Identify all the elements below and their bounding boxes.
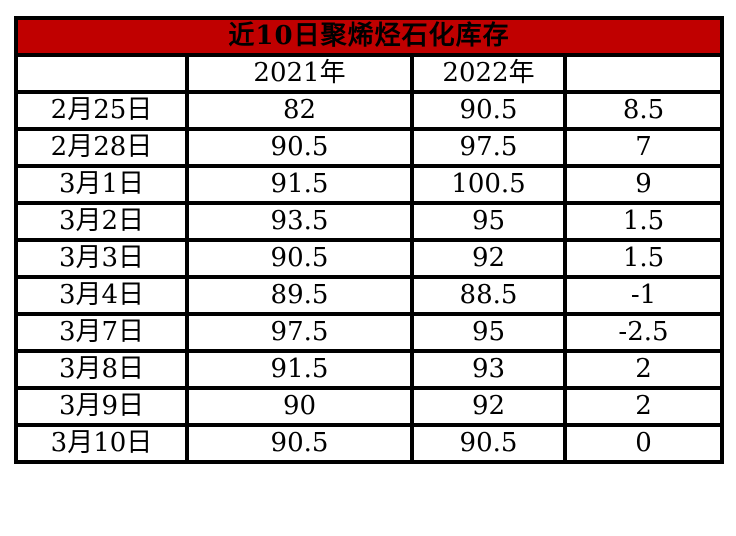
cell-2021: 93.5 (185, 201, 414, 242)
cell-2021: 97.5 (185, 312, 414, 353)
cell-2022: 95 (410, 312, 567, 353)
table-title: 近10日聚烯烃石化库存 (14, 16, 724, 57)
cell-2022: 93 (410, 349, 567, 390)
cell-date: 3月10日 (14, 423, 189, 464)
cell-diff: -1 (563, 275, 724, 316)
table-row: 3月8日 91.5 93 2 (14, 349, 724, 390)
column-header-diff (563, 53, 724, 94)
cell-2021: 91.5 (185, 349, 414, 390)
cell-diff: 8.5 (563, 90, 724, 131)
column-header-date (14, 53, 189, 94)
cell-2021: 82 (185, 90, 414, 131)
cell-2022: 90.5 (410, 90, 567, 131)
cell-date: 3月2日 (14, 201, 189, 242)
cell-2022: 88.5 (410, 275, 567, 316)
cell-diff: 2 (563, 386, 724, 427)
table-row: 3月7日 97.5 95 -2.5 (14, 312, 724, 353)
cell-date: 2月25日 (14, 90, 189, 131)
cell-2022: 100.5 (410, 164, 567, 205)
table-row: 3月10日 90.5 90.5 0 (14, 423, 724, 464)
cell-2022: 92 (410, 386, 567, 427)
cell-date: 3月1日 (14, 164, 189, 205)
cell-2021: 90.5 (185, 238, 414, 279)
cell-2022: 92 (410, 238, 567, 279)
title-row: 近10日聚烯烃石化库存 (14, 16, 724, 57)
cell-2022: 90.5 (410, 423, 567, 464)
cell-2022: 95 (410, 201, 567, 242)
table-row: 3月1日 91.5 100.5 9 (14, 164, 724, 205)
table-row: 3月4日 89.5 88.5 -1 (14, 275, 724, 316)
cell-date: 3月7日 (14, 312, 189, 353)
cell-diff: 1.5 (563, 201, 724, 242)
table-row: 3月2日 93.5 95 1.5 (14, 201, 724, 242)
table-row: 2月28日 90.5 97.5 7 (14, 127, 724, 168)
table-row: 3月3日 90.5 92 1.5 (14, 238, 724, 279)
cell-diff: 9 (563, 164, 724, 205)
cell-diff: 2 (563, 349, 724, 390)
cell-2022: 97.5 (410, 127, 567, 168)
cell-date: 3月9日 (14, 386, 189, 427)
column-header-2022: 2022年 (410, 53, 567, 94)
cell-2021: 91.5 (185, 164, 414, 205)
cell-date: 2月28日 (14, 127, 189, 168)
cell-diff: 7 (563, 127, 724, 168)
cell-2021: 89.5 (185, 275, 414, 316)
inventory-table: 近10日聚烯烃石化库存 2021年 2022年 2月25日 82 90.5 8.… (14, 16, 724, 464)
cell-date: 3月3日 (14, 238, 189, 279)
cell-2021: 90.5 (185, 423, 414, 464)
cell-2021: 90.5 (185, 127, 414, 168)
cell-2021: 90 (185, 386, 414, 427)
cell-diff: 1.5 (563, 238, 724, 279)
cell-date: 3月8日 (14, 349, 189, 390)
column-header-2021: 2021年 (185, 53, 414, 94)
table-row: 2月25日 82 90.5 8.5 (14, 90, 724, 131)
cell-diff: -2.5 (563, 312, 724, 353)
cell-diff: 0 (563, 423, 724, 464)
table-row: 3月9日 90 92 2 (14, 386, 724, 427)
cell-date: 3月4日 (14, 275, 189, 316)
header-row: 2021年 2022年 (14, 53, 724, 94)
